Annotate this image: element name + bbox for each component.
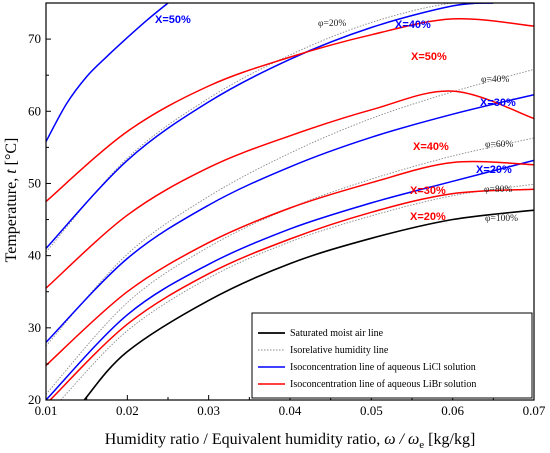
x-tick-label: 0.03 bbox=[197, 403, 220, 418]
y-tick-label: 50 bbox=[28, 175, 41, 190]
isorelative-series--40 bbox=[46, 68, 534, 347]
legend-label-isorelative: Isorelative humidity line bbox=[290, 345, 389, 356]
x-tick-label: 0.04 bbox=[279, 403, 302, 418]
licl-label-x-50: X=50% bbox=[155, 14, 191, 26]
legend-label-libr: Isoconcentration line of aqueous LiBr so… bbox=[290, 379, 476, 390]
x-tick-label: 0.06 bbox=[441, 403, 464, 418]
isorelative-series--80 bbox=[60, 183, 534, 400]
y-axis-title: Temperature, t [°C] bbox=[3, 138, 20, 263]
libr-label-x-30: X=30% bbox=[410, 185, 446, 197]
isorelative-label--80: φ=80% bbox=[484, 185, 512, 195]
y-tick-label: 30 bbox=[28, 320, 41, 335]
x-tick-label: 0.07 bbox=[523, 403, 546, 418]
libr-label-x-40: X=40% bbox=[413, 141, 449, 153]
saturated-series--100 bbox=[83, 209, 534, 400]
x-tick-label: 0.05 bbox=[360, 403, 383, 418]
licl-label-x-30: X=30% bbox=[480, 97, 516, 109]
y-tick-label: 40 bbox=[28, 248, 41, 263]
licl-label-x-40: X=40% bbox=[395, 19, 431, 31]
libr-series-x-20 bbox=[49, 188, 534, 400]
libr-series-x-40 bbox=[46, 90, 534, 289]
licl-series-x-20 bbox=[46, 159, 534, 400]
legend-label-saturated: Saturated moist air line bbox=[290, 328, 384, 339]
licl-series-x-50 bbox=[46, 3, 169, 142]
y-tick-label: 20 bbox=[28, 392, 41, 407]
libr-series-x-30 bbox=[46, 160, 534, 366]
y-tick-label: 60 bbox=[28, 103, 41, 118]
licl-series-x-40 bbox=[46, 3, 494, 249]
licl-series-x-30 bbox=[46, 93, 534, 343]
licl-label-x-20: X=20% bbox=[476, 164, 512, 176]
libr-series-x-50 bbox=[46, 17, 534, 203]
legend: Saturated moist air line Isorelative hum… bbox=[251, 312, 533, 399]
x-axis-title: Humidity ratio / Equivalent humidity rat… bbox=[105, 431, 476, 451]
isorelative-label--20: φ=20% bbox=[318, 19, 346, 29]
x-tick-label: 0.02 bbox=[116, 403, 139, 418]
isorelative-label--60: φ=60% bbox=[485, 140, 513, 150]
isorelative-label--40: φ=40% bbox=[481, 75, 509, 85]
libr-label-x-20: X=20% bbox=[410, 211, 446, 223]
y-tick-label: 70 bbox=[28, 31, 41, 46]
saturated-label--100: φ=100% bbox=[485, 214, 518, 224]
isorelative-series--20 bbox=[46, 3, 518, 253]
libr-label-x-50: X=50% bbox=[411, 51, 447, 63]
legend-label-licl: Isoconcentration line of aqueous LiCl so… bbox=[290, 362, 476, 373]
x-tick-label: 0.01 bbox=[35, 403, 58, 418]
